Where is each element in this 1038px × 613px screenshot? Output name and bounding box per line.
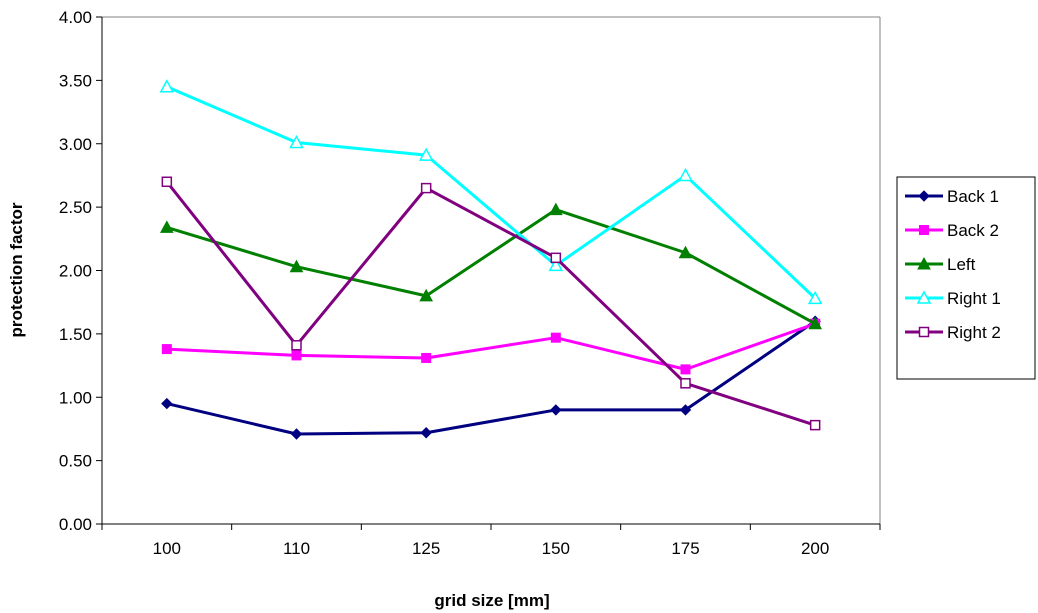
series-right-1 <box>159 79 823 305</box>
legend-label-right-2: Right 2 <box>947 323 1001 342</box>
data-point-back-1 <box>290 428 303 440</box>
data-point-right-2 <box>420 182 432 194</box>
legend-item-back-1: Back 1 <box>905 187 999 206</box>
x-axis-title: grid size [mm] <box>434 591 549 610</box>
data-point-left <box>419 288 434 302</box>
legend-label-back-2: Back 2 <box>947 221 999 240</box>
data-point-left <box>548 202 563 216</box>
x-tick-label: 125 <box>412 539 440 558</box>
series-left <box>159 202 823 330</box>
y-tick-label: 4.00 <box>59 8 92 27</box>
data-point-back-1 <box>679 404 692 416</box>
data-point-left <box>289 259 304 273</box>
legend-item-right-2: Right 2 <box>905 323 1001 342</box>
legend-marker-back-2 <box>919 225 929 235</box>
data-point-right-1 <box>418 147 434 161</box>
data-point-right-1 <box>548 257 564 272</box>
data-point-right-2 <box>809 419 821 431</box>
data-point-back-2 <box>291 350 302 361</box>
y-tick-label: 0.50 <box>59 452 92 471</box>
x-tick-label: 110 <box>283 539 310 558</box>
y-tick-label: 1.50 <box>59 325 92 344</box>
legend-box <box>896 176 1036 380</box>
series-back-2 <box>161 318 821 375</box>
data-point-right-2 <box>291 340 302 351</box>
data-point-left <box>678 245 693 259</box>
x-tick-label: 200 <box>801 539 829 558</box>
data-point-right-2 <box>161 176 173 188</box>
x-tick-label: 150 <box>542 539 570 558</box>
y-tick-label: 1.00 <box>59 388 92 407</box>
y-tick-label: 2.50 <box>59 198 92 217</box>
series-line-right-2 <box>165 180 816 427</box>
data-point-right-1 <box>678 167 693 182</box>
x-tick-label: 100 <box>153 539 181 558</box>
legend-item-left: Left <box>905 255 976 274</box>
legend-item-back-2: Back 2 <box>905 221 999 240</box>
legend-marker-right-2 <box>918 326 930 338</box>
series-line-right-1 <box>166 85 817 300</box>
legend-marker-back-1 <box>918 190 930 202</box>
legend-item-right-1: Right 1 <box>905 289 1001 308</box>
legend-label-right-1: Right 1 <box>947 289 1001 308</box>
data-point-right-2 <box>550 252 562 264</box>
series-line-back-1 <box>166 319 817 436</box>
data-point-left <box>159 220 174 233</box>
data-point-back-2 <box>161 344 172 355</box>
data-point-right-1 <box>807 290 823 305</box>
series-line-left <box>166 208 816 326</box>
data-point-back-2 <box>680 364 691 375</box>
y-tick-label: 3.00 <box>59 135 92 154</box>
data-point-back-2 <box>421 352 432 363</box>
legend-label-back-1: Back 1 <box>947 187 999 206</box>
data-point-right-1 <box>289 134 304 149</box>
data-point-back-1 <box>161 397 173 410</box>
series-line-back-2 <box>166 322 816 371</box>
series-back-1 <box>161 315 821 440</box>
legend-label-left: Left <box>947 255 976 274</box>
legend: Back 1 Back 2 Left Right 1 Right 2 <box>896 176 1036 380</box>
legend-marker-left <box>917 256 931 270</box>
data-point-back-1 <box>420 427 432 439</box>
data-point-back-2 <box>550 332 561 343</box>
series-right-2 <box>161 176 821 431</box>
y-tick-label: 0.00 <box>59 515 92 534</box>
data-point-back-1 <box>550 404 562 416</box>
data-point-right-1 <box>159 79 175 93</box>
data-point-right-2 <box>680 378 691 389</box>
x-tick-label: 175 <box>671 539 699 558</box>
y-tick-label: 2.00 <box>59 262 92 281</box>
data-point-left <box>808 316 823 330</box>
legend-marker-right-1 <box>916 290 932 304</box>
y-axis-title: protection factor <box>7 202 26 337</box>
plot-area: 0.00 0.50 1.00 1.50 2.00 2.50 3.00 3.50 4.00 100 1… <box>59 8 881 558</box>
y-tick-label: 3.50 <box>59 71 92 90</box>
